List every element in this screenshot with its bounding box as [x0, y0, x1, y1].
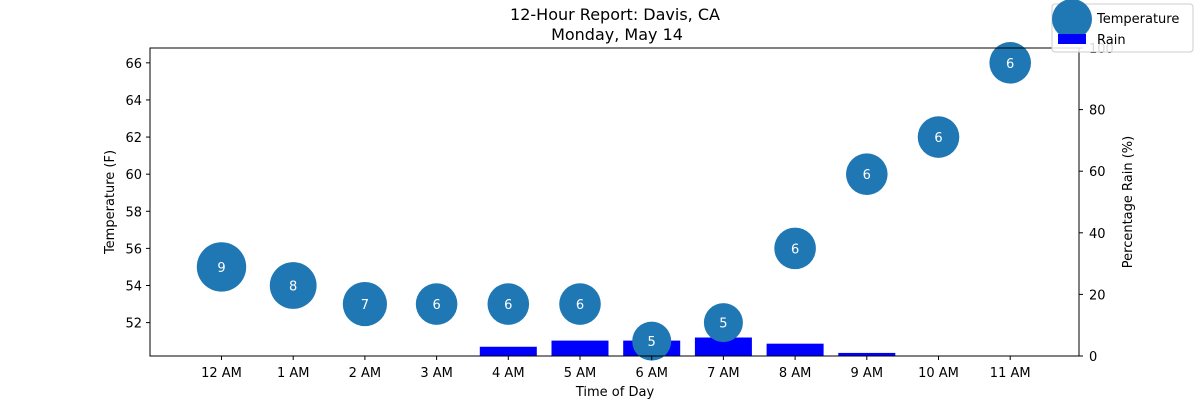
- x-tick-label-8: 8 AM: [779, 366, 812, 381]
- temperature-bubble-label-3: 6: [432, 298, 440, 313]
- temperature-bubble-label-2: 7: [361, 298, 369, 313]
- temperature-bubble-label-9: 6: [863, 168, 871, 183]
- temperature-bubble-1: [269, 262, 317, 309]
- x-tick-label-9: 9 AM: [851, 366, 884, 381]
- temperature-bubble-2: [342, 281, 387, 327]
- legend-rain-label: Rain: [1097, 33, 1126, 48]
- y-tick-label-4: 60: [125, 168, 142, 183]
- y2-tick-label-4: 80: [1089, 104, 1106, 119]
- x-tick-label-5: 5 AM: [564, 366, 597, 381]
- temperature-bubble-label-10: 6: [934, 131, 942, 146]
- temperature-bubble-label-7: 5: [719, 317, 727, 332]
- y-tick-label-0: 52: [125, 317, 142, 332]
- x-tick-label-6: 6 AM: [635, 366, 668, 381]
- plot-frame: [149, 47, 1080, 357]
- y-axis-label: Temperature (F): [103, 150, 118, 255]
- legend-temperature-label: Temperature: [1096, 12, 1179, 27]
- chart-title: 12-Hour Report: Davis, CA: [510, 5, 720, 24]
- y2-tick-label-0: 0: [1089, 350, 1097, 365]
- x-tick-label-2: 2 AM: [349, 366, 382, 381]
- y-tick-label-5: 62: [125, 131, 142, 146]
- legend-temperature-marker: [1052, 0, 1092, 39]
- y2-axis-label: Percentage Rain (%): [1121, 136, 1136, 268]
- temperature-bubble-7: [703, 303, 743, 343]
- temperature-bubble-3: [415, 283, 458, 325]
- temperature-bubble-0: [196, 242, 247, 292]
- x-tick-label-7: 7 AM: [707, 366, 740, 381]
- temperature-bubble-11: [989, 42, 1031, 84]
- y-tick-label-1: 54: [125, 279, 142, 294]
- temperature-bubble-label-6: 5: [648, 335, 656, 350]
- y-tick-label-3: 58: [125, 205, 142, 220]
- x-tick-label-4: 4 AM: [492, 366, 525, 381]
- temperature-bubble-label-4: 6: [504, 298, 512, 313]
- y-tick-label-6: 64: [125, 94, 142, 109]
- chart-subtitle: Monday, May 14: [551, 25, 683, 44]
- temperature-bubble-10: [917, 116, 960, 158]
- temperature-bubble-label-0: 9: [217, 261, 225, 276]
- legend: Temperature Rain: [1051, 0, 1194, 53]
- temperature-bubble-8: [774, 227, 816, 270]
- temperature-bubble-9: [846, 153, 888, 195]
- x-tick-label-10: 10 AM: [918, 366, 959, 381]
- x-tick-label-3: 3 AM: [420, 366, 453, 381]
- temperature-bubble-4: [487, 283, 530, 325]
- x-tick-label-11: 11 AM: [990, 366, 1031, 381]
- rain-bar-4: [479, 346, 537, 356]
- y-tick-label-7: 66: [125, 57, 142, 72]
- legend-rain-marker: [1058, 34, 1086, 44]
- rain-bar-5: [551, 340, 609, 356]
- temperature-bubble-label-11: 6: [1006, 57, 1014, 72]
- y-tick-label-2: 56: [125, 242, 142, 257]
- temperature-bubble-label-8: 6: [791, 242, 799, 257]
- x-tick-label-1: 1 AM: [277, 366, 310, 381]
- y2-tick-label-2: 40: [1089, 227, 1106, 242]
- y2-tick-label-1: 20: [1089, 288, 1106, 303]
- temperature-bubble-label-5: 6: [576, 298, 584, 313]
- temperature-bubble-6: [632, 321, 672, 361]
- y2-tick-label-3: 60: [1089, 165, 1106, 180]
- rain-bar-9: [838, 352, 896, 356]
- rain-bar-7: [694, 337, 752, 356]
- rain-bar-8: [766, 343, 824, 356]
- temperature-bubble-label-1: 8: [289, 279, 297, 294]
- x-tick-label-0: 12 AM: [201, 366, 242, 381]
- x-axis-label: Time of Day: [575, 385, 655, 400]
- temperature-bubble-5: [559, 283, 601, 325]
